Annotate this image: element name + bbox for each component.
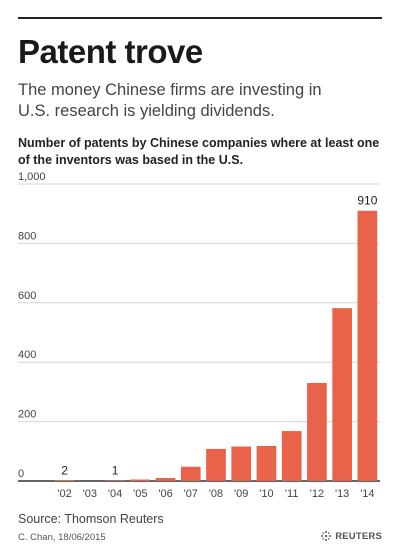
- logo-text: REUTERS: [335, 530, 382, 542]
- bar: [256, 445, 277, 481]
- page-title: Patent trove: [18, 33, 203, 70]
- bar-layer: [54, 210, 378, 482]
- y-tick-label: 800: [18, 230, 36, 242]
- bar: [206, 448, 226, 481]
- x-tick-label: '03: [83, 488, 97, 500]
- y-tick-label: 0: [18, 468, 24, 480]
- x-tick-label: '07: [184, 488, 198, 500]
- label-layer: 0 200 400 600 800 1,000 '02 2 '03 '04 1 '05 '06 '07 '0…: [18, 171, 378, 500]
- x-tick-label: '04: [108, 488, 122, 500]
- data-label: 1: [112, 464, 119, 478]
- bar: [155, 478, 176, 481]
- x-tick-label: '02: [57, 488, 71, 500]
- bar: [357, 210, 378, 482]
- x-tick-label: '10: [259, 488, 273, 500]
- bar: [130, 479, 151, 481]
- y-tick-label: 600: [18, 290, 36, 302]
- x-tick-label: '11: [285, 488, 299, 500]
- bar: [231, 446, 252, 481]
- y-tick-label: 200: [18, 409, 36, 421]
- bar: [332, 308, 352, 481]
- subtitle: The money Chinese firms are investing in…: [18, 81, 322, 120]
- x-tick-label: '14: [360, 488, 374, 500]
- credit-note: C. Chan, 18/06/2015: [18, 532, 106, 543]
- bar: [54, 480, 75, 481]
- bar: [307, 382, 327, 481]
- data-label: 910: [357, 194, 377, 208]
- bar: [281, 431, 302, 481]
- y-tick-label: 400: [18, 349, 36, 361]
- reuters-logo: REUTERS: [320, 530, 382, 542]
- data-label: 2: [61, 463, 68, 477]
- chart-title: Number of patents by Chinese companies w…: [18, 136, 380, 167]
- bar: [180, 466, 201, 481]
- reuters-dots-icon: [321, 530, 332, 542]
- x-tick-label: '13: [335, 488, 349, 500]
- x-tick-label: '08: [209, 488, 223, 500]
- top-rule: [18, 17, 382, 19]
- x-tick-label: '12: [310, 488, 324, 500]
- x-tick-label: '06: [158, 488, 172, 500]
- y-tick-label: 1,000: [18, 171, 46, 183]
- x-tick-label: '09: [234, 488, 248, 500]
- x-tick-label: '05: [133, 488, 147, 500]
- source-note: Source: Thomson Reuters: [18, 512, 164, 526]
